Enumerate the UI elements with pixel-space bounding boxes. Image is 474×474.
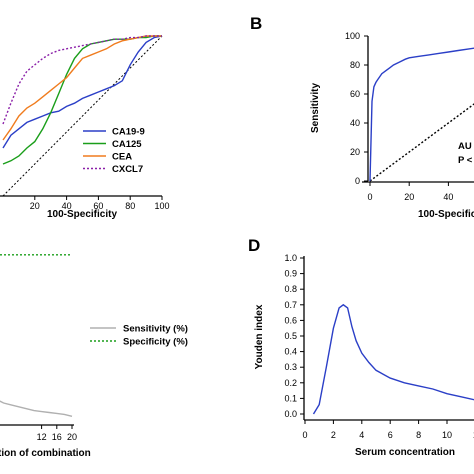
panel-d-ytick-label: 0.7 bbox=[284, 300, 297, 310]
panel-d-ytick-label: 0.8 bbox=[284, 284, 297, 294]
panel-b-annotation-auc: AU bbox=[458, 141, 472, 152]
panel-d-axes bbox=[303, 256, 474, 421]
panel-b-series-1 bbox=[369, 47, 474, 182]
panel-a-series-2 bbox=[2, 35, 162, 141]
panel-c-chart: 12 16 20 tion of combination Sensitivity (… bbox=[0, 254, 188, 459]
panel-c-xtick-label: 20 bbox=[67, 432, 77, 442]
panel-c-xlabel: tion of combination bbox=[0, 448, 91, 459]
panel-c-xtick-label: 12 bbox=[37, 432, 47, 442]
panel-d-xtick-label: 0 bbox=[302, 430, 307, 440]
panel-d-xtick-label: 4 bbox=[359, 430, 364, 440]
panel-d-xlabel: Serum concentration bbox=[355, 447, 455, 458]
panel-c-series-0 bbox=[0, 400, 73, 417]
panel-b-ytick-label: 80 bbox=[350, 60, 360, 70]
panel-a-legend-label: CEA bbox=[112, 152, 132, 163]
panel-a-xtick-label: 100 bbox=[154, 201, 169, 211]
panel-a-xtick-label: 60 bbox=[93, 201, 103, 211]
panel-c-legend-label: Specificity (%) bbox=[123, 337, 188, 348]
panel-b-ytick-label: 100 bbox=[345, 31, 360, 41]
panel-d-xtick-label: 1 bbox=[473, 430, 474, 440]
panel-b-series-0 bbox=[369, 103, 474, 182]
panel-b-xtick-label: 0 bbox=[367, 192, 372, 202]
panel-d-xtick-label: 8 bbox=[416, 430, 421, 440]
panel-c-legend-label: Sensitivity (%) bbox=[123, 324, 188, 335]
panel-d-ytick-label: 0.1 bbox=[284, 393, 297, 403]
panel-label-b: B bbox=[250, 14, 262, 33]
panel-b-xtick-label: 40 bbox=[443, 192, 453, 202]
panel-d-ylabel: Youden index bbox=[254, 304, 265, 369]
panel-d-ytick-label: 0.6 bbox=[284, 315, 297, 325]
panel-b-xlabel: 100-Specificity bbox=[418, 209, 474, 220]
panel-c-xtick-label: 16 bbox=[52, 432, 62, 442]
panel-d-ytick-label: 0.0 bbox=[284, 409, 297, 419]
panel-b-ylabel: Sensitivity bbox=[310, 83, 321, 133]
panel-d-series-0 bbox=[312, 303, 474, 415]
panel-d-ytick-label: 0.9 bbox=[284, 269, 297, 279]
panel-c-legend: Sensitivity (%) Specificity (%) bbox=[90, 324, 188, 348]
panel-b-chart: 0204060801000204060 Sensitivity 100-Spec… bbox=[310, 31, 474, 220]
panel-a-xtick-label: 40 bbox=[62, 201, 72, 211]
panel-b-ytick-label: 0 bbox=[355, 176, 360, 186]
panel-a-series-0 bbox=[2, 35, 163, 149]
panel-d-ytick-label: 1.0 bbox=[284, 253, 297, 263]
panel-a-xtick-label: 80 bbox=[125, 201, 135, 211]
panel-d-ytick-label: 0.3 bbox=[284, 362, 297, 372]
panel-b-annotation-p: P < bbox=[458, 155, 473, 166]
panel-a-legend-label: CXCL7 bbox=[112, 164, 143, 175]
panel-a-xtick-label: 20 bbox=[30, 201, 40, 211]
panel-d-xtick-label: 6 bbox=[388, 430, 393, 440]
panel-b-xtick-label: 20 bbox=[404, 192, 414, 202]
panel-d-ytick-label: 0.2 bbox=[284, 378, 297, 388]
panel-b-ytick-label: 40 bbox=[350, 118, 360, 128]
panel-a-legend-label: CA125 bbox=[112, 139, 142, 150]
panel-d-xtick-label: 10 bbox=[442, 430, 452, 440]
panel-b-ytick-label: 60 bbox=[350, 89, 360, 99]
panel-b-ytick-label: 20 bbox=[350, 147, 360, 157]
panel-d-xtick-label: 2 bbox=[331, 430, 336, 440]
panel-a-diagonal bbox=[2, 35, 163, 197]
panel-b-axes bbox=[362, 36, 474, 183]
panel-a-chart: 20 40 60 80 100 100-Specificity CA19-9CA125C… bbox=[0, 35, 170, 220]
panel-d-ytick-label: 0.5 bbox=[284, 331, 297, 341]
panel-a-series-3 bbox=[2, 35, 162, 125]
panel-label-d: D bbox=[248, 236, 260, 255]
panel-a-legend-label: CA19-9 bbox=[112, 127, 145, 138]
panel-d-ytick-label: 0.4 bbox=[284, 347, 297, 357]
panel-a-xlabel: 100-Specificity bbox=[47, 209, 117, 220]
panel-d-chart: 0.0 0.1 0.2 0.3 0.4 0.5 0.6 0.7 0.8 0.9 1.0 0 2 4 6 8 10… bbox=[254, 253, 474, 458]
